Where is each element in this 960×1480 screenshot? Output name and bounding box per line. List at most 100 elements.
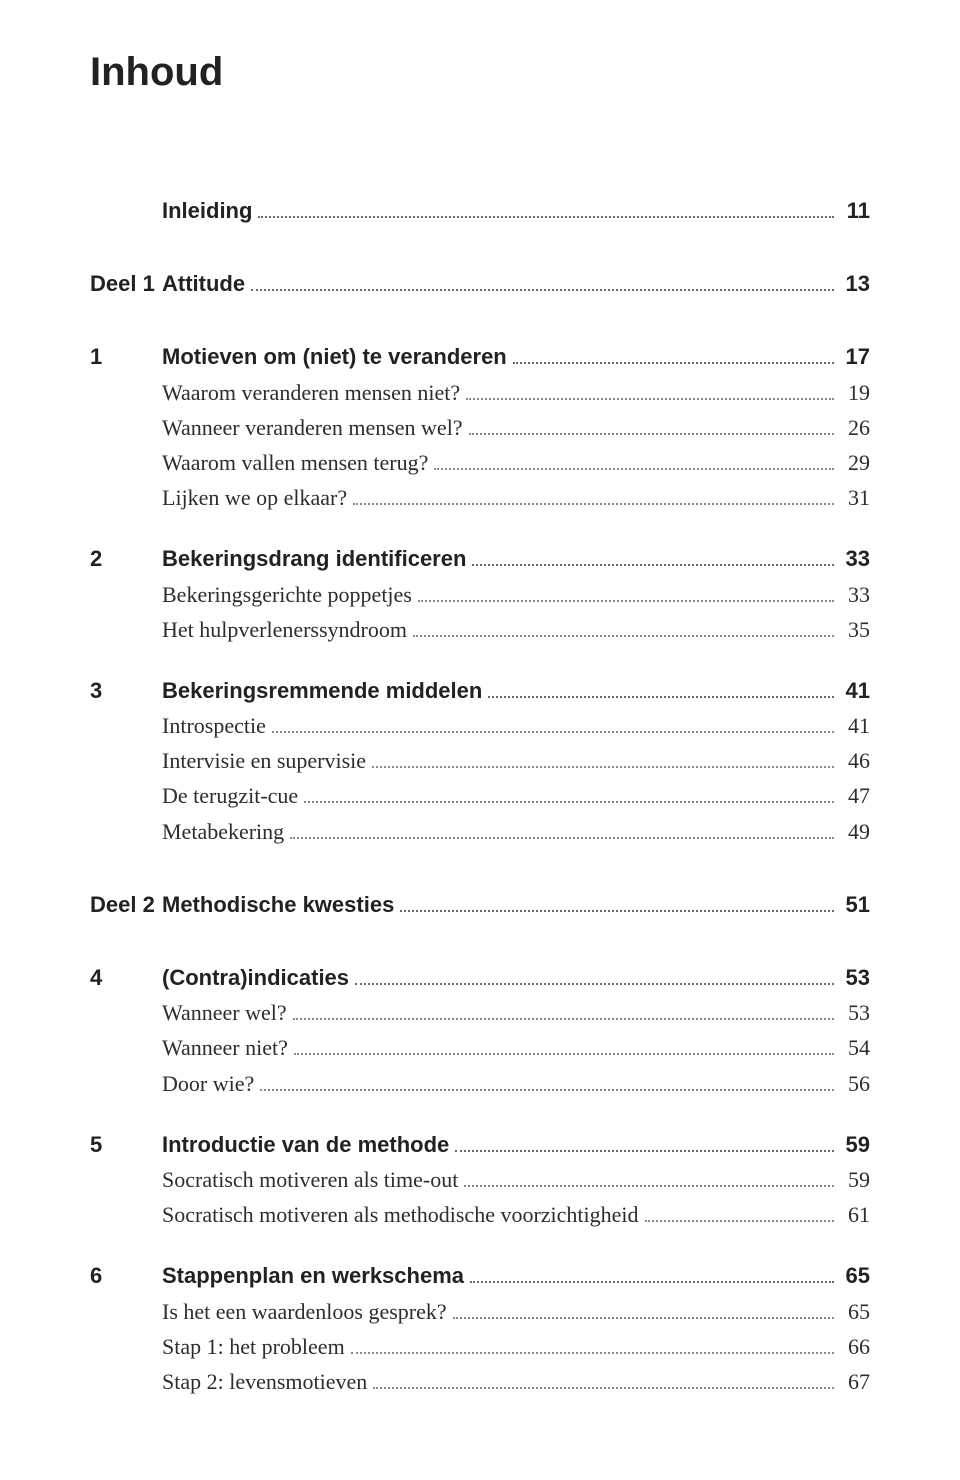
toc-page-number: 35 (840, 612, 870, 647)
toc-label: Attitude (162, 266, 245, 301)
toc-label: Bekeringsgerichte poppetjes (162, 577, 412, 612)
toc-leaders (466, 378, 834, 400)
toc-heading-row: 2Bekeringsdrang identificeren33 (90, 541, 870, 576)
toc-leaders (413, 615, 834, 637)
toc-entry-row: Wanneer veranderen mensen wel? 26 (90, 410, 870, 445)
toc-page-number: 59 (840, 1127, 870, 1162)
toc-leaders (455, 1130, 834, 1152)
toc-page-number: 19 (840, 375, 870, 410)
toc-label: Wanneer niet? (162, 1030, 288, 1065)
toc-leaders (251, 269, 834, 291)
spacer (90, 647, 870, 673)
toc-entry-row: Lijken we op elkaar?31 (90, 480, 870, 515)
toc-entry-row: Introspectie41 (90, 708, 870, 743)
toc-heading-row: 5Introductie van de methode 59 (90, 1127, 870, 1162)
toc-label: Methodische kwesties (162, 887, 394, 922)
toc-page-number: 13 (840, 266, 870, 301)
spacer (90, 922, 870, 960)
page-title: Inhoud (90, 50, 870, 95)
toc-leaders (351, 1332, 834, 1354)
toc-entry-row: Bekeringsgerichte poppetjes 33 (90, 577, 870, 612)
toc-page: Inhoud Inleiding11 Deel 1Attitude 13 1Motie… (0, 0, 960, 1459)
toc-entry-row: Stap 1: het probleem 66 (90, 1329, 870, 1364)
toc-label: Wanneer veranderen mensen wel? (162, 410, 463, 445)
toc-entry-row: De terugzit-cue47 (90, 778, 870, 813)
toc-entry-row: Metabekering 49 (90, 814, 870, 849)
toc-number: Deel 1 (90, 266, 162, 301)
toc-number: 5 (90, 1127, 162, 1162)
toc-label: Inleiding (162, 193, 252, 228)
toc-label: Introductie van de methode (162, 1127, 449, 1162)
toc-label: Stap 1: het probleem (162, 1329, 345, 1364)
toc-entry-row: Wanneer niet? 54 (90, 1030, 870, 1065)
toc-page-number: 59 (840, 1162, 870, 1197)
toc-leaders (294, 1034, 834, 1056)
toc-label: Is het een waardenloos gesprek? (162, 1294, 447, 1329)
toc-entry-row: Socratisch motiveren als methodische voo… (90, 1197, 870, 1232)
spacer (90, 515, 870, 541)
toc-page-number: 67 (840, 1364, 870, 1399)
toc-leaders (472, 545, 834, 567)
toc-label: Wanneer wel? (162, 995, 287, 1030)
toc-page-number: 17 (840, 339, 870, 374)
toc-page-number: 56 (840, 1066, 870, 1101)
toc-page-number: 65 (840, 1258, 870, 1293)
toc-entry-row: Intervisie en supervisie 46 (90, 743, 870, 778)
toc-leaders (293, 998, 834, 1020)
toc-label: Waarom vallen mensen terug? (162, 445, 428, 480)
toc-label: Door wie? (162, 1066, 254, 1101)
toc-label: (Contra)indicaties (162, 960, 349, 995)
toc-heading-row: Deel 2Methodische kwesties 51 (90, 887, 870, 922)
toc-page-number: 41 (840, 673, 870, 708)
toc-label: Intervisie en supervisie (162, 743, 366, 778)
toc-heading-row: Inleiding11 (90, 193, 870, 228)
toc-body: Inleiding11 Deel 1Attitude 13 1Motieven om … (90, 155, 870, 1399)
toc-page-number: 61 (840, 1197, 870, 1232)
spacer (90, 301, 870, 339)
toc-entry-row: Wanneer wel?53 (90, 995, 870, 1030)
toc-page-number: 49 (840, 814, 870, 849)
toc-leaders (469, 413, 834, 435)
toc-leaders (464, 1165, 834, 1187)
toc-leaders (353, 483, 834, 505)
toc-label: Motieven om (niet) te veranderen (162, 339, 507, 374)
spacer (90, 228, 870, 266)
toc-heading-row: Deel 1Attitude 13 (90, 266, 870, 301)
toc-label: Waarom veranderen mensen niet? (162, 375, 460, 410)
toc-entry-row: Waarom veranderen mensen niet? 19 (90, 375, 870, 410)
toc-label: Metabekering (162, 814, 284, 849)
toc-leaders (453, 1297, 834, 1319)
toc-leaders (355, 963, 834, 985)
spacer (90, 849, 870, 887)
toc-page-number: 54 (840, 1030, 870, 1065)
toc-number: 2 (90, 541, 162, 576)
toc-leaders (260, 1069, 834, 1091)
toc-label: Bekeringsremmende middelen (162, 673, 482, 708)
toc-page-number: 51 (840, 887, 870, 922)
toc-entry-row: Socratisch motiveren als time-out59 (90, 1162, 870, 1197)
toc-leaders (645, 1200, 834, 1222)
toc-heading-row: 3Bekeringsremmende middelen41 (90, 673, 870, 708)
toc-leaders (372, 746, 834, 768)
toc-label: Stappenplan en werkschema (162, 1258, 464, 1293)
toc-page-number: 41 (840, 708, 870, 743)
toc-number: 1 (90, 339, 162, 374)
toc-page-number: 46 (840, 743, 870, 778)
toc-leaders (488, 676, 834, 698)
toc-number: Deel 2 (90, 887, 162, 922)
spacer (90, 1232, 870, 1258)
toc-leaders (304, 782, 834, 804)
toc-leaders (418, 580, 834, 602)
toc-page-number: 26 (840, 410, 870, 445)
toc-entry-row: Het hulpverlenerssyndroom35 (90, 612, 870, 647)
toc-page-number: 33 (840, 577, 870, 612)
toc-leaders (400, 890, 834, 912)
toc-page-number: 66 (840, 1329, 870, 1364)
toc-entry-row: Stap 2: levensmotieven67 (90, 1364, 870, 1399)
toc-page-number: 65 (840, 1294, 870, 1329)
toc-label: Bekeringsdrang identificeren (162, 541, 466, 576)
toc-heading-row: 1Motieven om (niet) te veranderen 17 (90, 339, 870, 374)
toc-leaders (258, 196, 834, 218)
toc-entry-row: Is het een waardenloos gesprek? 65 (90, 1294, 870, 1329)
toc-label: Lijken we op elkaar? (162, 480, 347, 515)
